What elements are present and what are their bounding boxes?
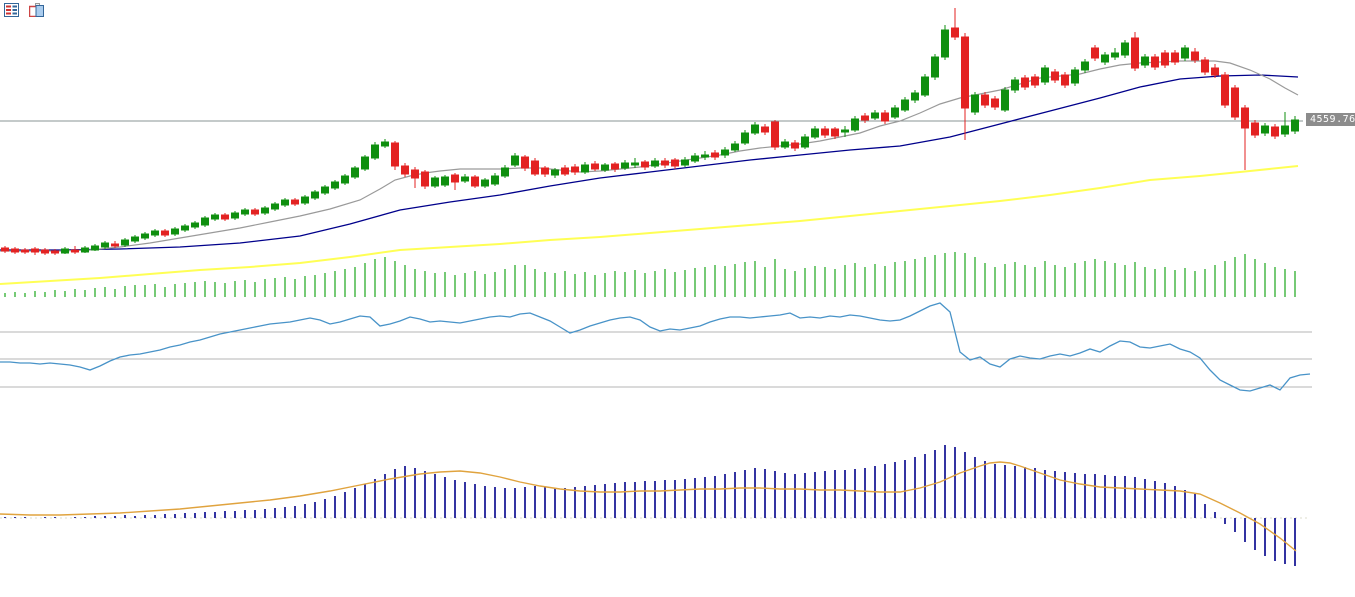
copy-chart-icon[interactable]: [29, 3, 44, 17]
toolbar: [4, 3, 44, 17]
last-price-label: 4559.76: [1306, 113, 1355, 126]
table-view-icon[interactable]: [4, 3, 19, 17]
